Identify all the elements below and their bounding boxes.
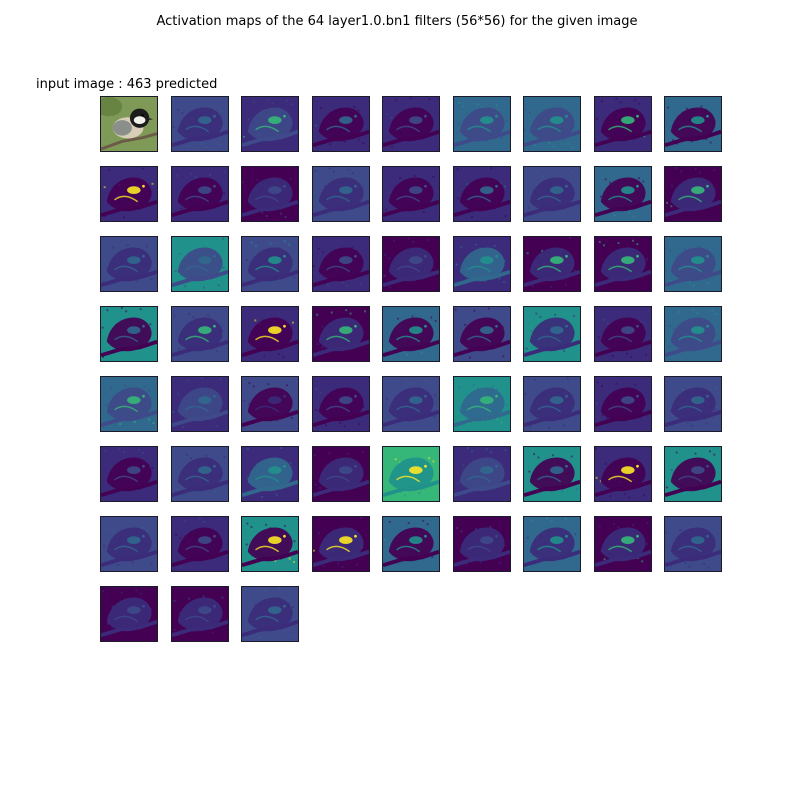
activation-map-23 — [452, 236, 511, 292]
activation-map-50 — [452, 446, 511, 502]
activation-map-4 — [382, 96, 440, 152]
activation-map-27 — [100, 306, 158, 362]
activation-map-9 — [100, 166, 158, 222]
activation-map-34 — [593, 306, 652, 362]
activation-map-49 — [382, 446, 440, 502]
activation-map-21 — [311, 236, 370, 292]
activation-map-12 — [311, 166, 370, 222]
activation-map-65 — [241, 586, 299, 642]
activation-map-39 — [311, 376, 370, 432]
activation-map-38 — [241, 376, 299, 432]
activation-map-62 — [664, 516, 722, 572]
activation-map-48 — [311, 446, 370, 502]
activation-map-37 — [170, 376, 229, 432]
activation-map-52 — [593, 446, 652, 502]
activation-map-47 — [241, 446, 299, 502]
activation-map-20 — [241, 236, 299, 292]
activation-map-25 — [593, 236, 652, 292]
activation-map-58 — [382, 516, 440, 572]
activation-map-32 — [452, 306, 511, 362]
activation-map-6 — [523, 96, 581, 152]
activation-map-19 — [170, 236, 229, 292]
activation-map-16 — [593, 166, 652, 222]
activation-map-7 — [593, 96, 652, 152]
activation-map-51 — [523, 446, 581, 502]
activation-map-8 — [664, 96, 722, 152]
activation-map-28 — [170, 306, 229, 362]
activation-map-46 — [170, 446, 229, 502]
activation-map-59 — [452, 516, 511, 572]
activation-map-2 — [241, 96, 299, 152]
activation-map-30 — [311, 306, 370, 362]
activation-map-55 — [170, 516, 229, 572]
activation-map-10 — [170, 166, 229, 222]
activation-map-61 — [593, 516, 652, 572]
activation-map-53 — [664, 446, 722, 502]
activation-map-29 — [241, 306, 299, 362]
activation-map-1 — [170, 96, 229, 152]
input-image — [100, 96, 158, 152]
activation-map-45 — [100, 446, 158, 502]
activation-map-31 — [382, 306, 440, 362]
activation-map-44 — [664, 376, 722, 432]
activation-map-24 — [523, 236, 581, 292]
input-image-label: input image : 463 predicted — [36, 77, 218, 92]
activation-map-56 — [241, 516, 299, 572]
activation-map-22 — [382, 236, 440, 292]
figure-title: Activation maps of the 64 layer1.0.bn1 f… — [156, 14, 638, 29]
activation-map-11 — [241, 166, 299, 222]
activation-map-grid — [100, 96, 722, 642]
activation-map-60 — [523, 516, 581, 572]
activation-map-13 — [382, 166, 440, 222]
activation-map-43 — [593, 376, 652, 432]
activation-map-3 — [311, 96, 370, 152]
activation-map-42 — [523, 376, 581, 432]
activation-map-41 — [452, 376, 511, 432]
activation-map-33 — [523, 306, 581, 362]
activation-map-18 — [100, 236, 158, 292]
activation-map-17 — [664, 166, 722, 222]
activation-map-26 — [664, 236, 722, 292]
activation-map-63 — [100, 586, 158, 642]
activation-map-54 — [100, 516, 158, 572]
activation-map-57 — [311, 516, 370, 572]
activation-map-14 — [452, 166, 511, 222]
activation-map-40 — [382, 376, 440, 432]
activation-map-64 — [170, 586, 229, 642]
activation-map-35 — [664, 306, 722, 362]
activation-map-36 — [100, 376, 158, 432]
activation-map-5 — [452, 96, 511, 152]
activation-map-15 — [523, 166, 581, 222]
